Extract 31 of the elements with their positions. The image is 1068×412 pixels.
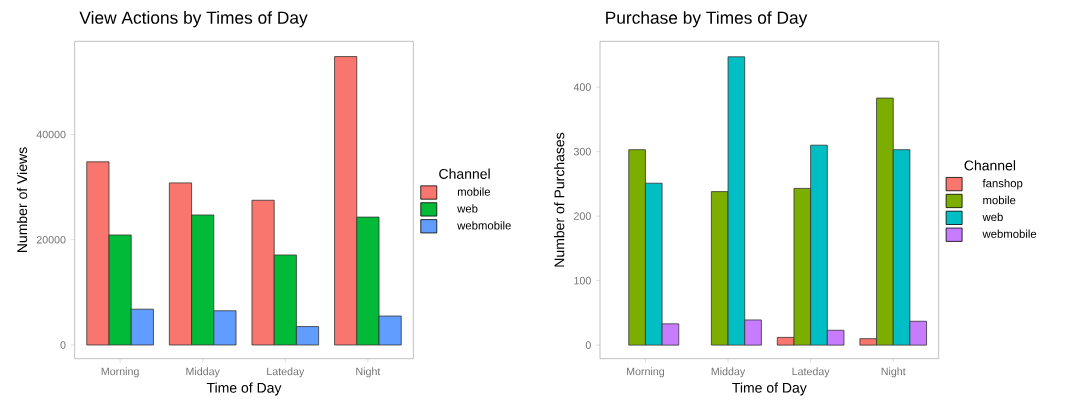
legend-title: Channel	[439, 168, 490, 179]
x-tick-label: Midday	[711, 367, 746, 378]
y-tick-label: 200	[574, 212, 591, 220]
legend-label: webmobile	[457, 221, 511, 230]
x-tick-label: Lateday	[267, 367, 305, 378]
y-tick-label: 300	[573, 147, 591, 156]
y-tick-label: 0	[60, 341, 66, 349]
x-tick-label: Night	[881, 367, 906, 378]
legend-label: webmobile	[982, 229, 1037, 238]
y-tick-label: 40000	[36, 130, 66, 139]
legend-label: web	[457, 204, 478, 213]
x-axis-title: Time of Day	[732, 382, 807, 396]
y-axis-title: Number of Purchases	[554, 132, 565, 267]
chart-title: View Actions by Times of Day	[79, 11, 308, 28]
y-tick-label: 100	[574, 276, 591, 285]
x-axis-title: Time of Day	[206, 382, 282, 396]
x-tick-label: Morning	[101, 367, 139, 378]
x-tick-label: Lateday	[792, 367, 830, 378]
chart-title: Purchase by Times of Day	[606, 11, 808, 28]
y-tick-label: 20000	[36, 235, 66, 244]
legend-label: mobile	[457, 187, 491, 196]
x-tick-label: Night	[356, 367, 381, 378]
legend-title: Channel	[964, 160, 1016, 171]
legend-label: fanshop	[982, 178, 1023, 190]
legend-label: mobile	[983, 195, 1016, 205]
x-tick-label: Midday	[186, 367, 220, 378]
x-tick-label: Morning	[627, 367, 665, 378]
y-tick-label: 400	[573, 83, 591, 91]
y-tick-label: 0	[585, 341, 591, 349]
legend-label: web	[982, 212, 1003, 222]
y-axis-title: Number of Views	[16, 147, 28, 253]
